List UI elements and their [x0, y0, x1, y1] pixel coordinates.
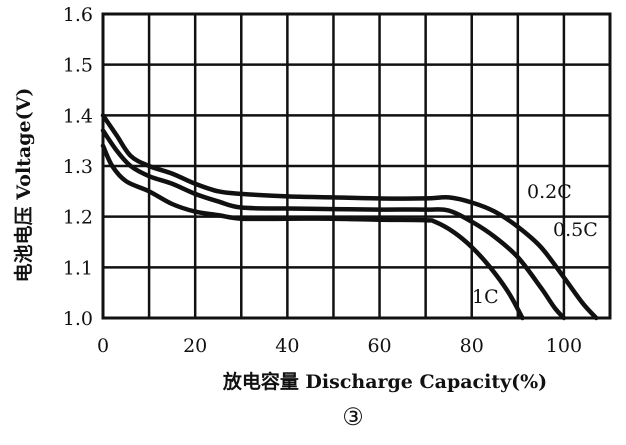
x-tick-label: 0: [97, 335, 109, 357]
series-line-0-2c: [100, 113, 599, 321]
curve-label-1c: 1C: [472, 286, 499, 308]
y-tick-labels: 1.0 1.1 1.2 1.3 1.4 1.5 1.6: [63, 4, 93, 330]
plot-border: [101, 12, 612, 320]
y-tick-label: 1.6: [63, 4, 93, 26]
y-tick-label: 1.1: [63, 257, 93, 279]
x-tick-label: 40: [275, 335, 299, 357]
curve-label-0-5c: 0.5C: [553, 219, 598, 241]
curve-label-0-2c: 0.2C: [527, 181, 572, 203]
series-line-1c: [100, 143, 525, 321]
x-tick-label: 60: [367, 335, 391, 357]
y-tick-label: 1.2: [63, 207, 93, 229]
x-tick-label: 100: [546, 335, 582, 357]
x-tick-label: 20: [183, 335, 207, 357]
x-tick-labels: 0 20 40 60 80 100: [97, 335, 582, 357]
series-line-0-5c: [100, 128, 567, 321]
plot-frame: [101, 12, 612, 320]
curve-labels: 0.2C 0.5C 1C: [472, 181, 598, 308]
y-tick-label: 1.3: [63, 156, 93, 178]
y-tick-label: 1.5: [63, 55, 93, 77]
figure-caption: ③: [342, 403, 364, 431]
x-tick-label: 80: [460, 335, 484, 357]
series-lines: [100, 113, 599, 321]
y-tick-label: 1.0: [63, 308, 93, 330]
x-axis-label: 放电容量 Discharge Capacity(%): [222, 370, 547, 393]
y-axis-label: 电池电压 Voltage(V): [12, 88, 35, 283]
y-tick-label: 1.4: [63, 105, 93, 127]
grid: [103, 14, 610, 318]
